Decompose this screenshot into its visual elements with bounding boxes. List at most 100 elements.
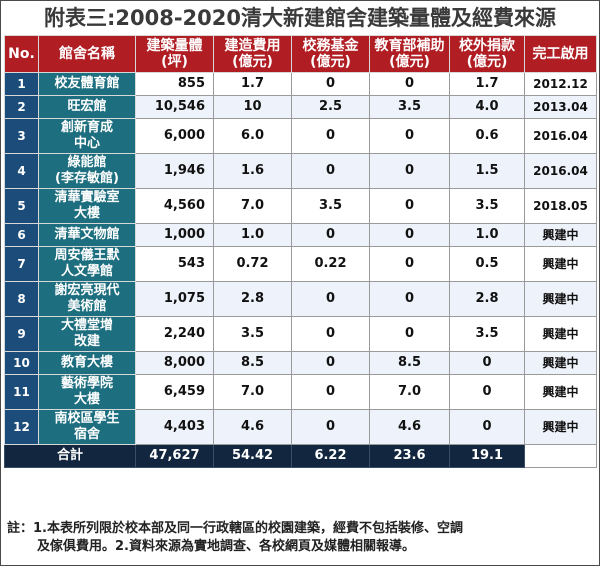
area-value: 1,946 — [135, 153, 214, 189]
area-value: 4,403 — [135, 409, 214, 445]
building-name-line: 宿舍 — [73, 427, 100, 442]
endowment-value: 3.5 — [291, 188, 370, 224]
building-name-line: 藝術學院 — [60, 376, 113, 391]
building-name-line: 大樓 — [73, 392, 100, 407]
donation-value: 0.6 — [449, 118, 525, 154]
completion-value: 興建中 — [524, 409, 597, 445]
header-no: No. — [4, 35, 39, 73]
total-row: 合計 47,627 54.42 6.22 23.6 19.1 — [4, 444, 597, 468]
building-name-line: 清華實驗室 — [54, 190, 120, 205]
endowment-value: 0 — [291, 316, 370, 352]
construction-value: 4.6 — [213, 409, 292, 445]
donation-value: 2.8 — [449, 281, 525, 317]
building-name: 綠能館 (李存敏館) — [38, 153, 136, 189]
donation-value: 0.5 — [449, 246, 525, 282]
header-construction-unit: (億元) — [232, 54, 273, 70]
table-row: 12 南校區學生 宿舍 4,403 4.6 0 4.6 0 興建中 — [4, 409, 597, 445]
table-row: 11 藝術學院 大樓 6,459 7.0 0 7.0 0 興建中 — [4, 374, 597, 410]
construction-value: 0.72 — [213, 246, 292, 282]
building-name-line: 綠能館 — [67, 155, 107, 170]
area-value: 6,000 — [135, 118, 214, 154]
header-row: No. 館舍名稱 建築量體 (坪) 建造費用 (億元) 校務基金 (億元) 教育… — [4, 35, 597, 73]
building-name-line: 旺宏館 — [67, 99, 107, 114]
endowment-value: 0.22 — [291, 246, 370, 282]
row-number: 10 — [4, 351, 39, 375]
building-name: 校友體育館 — [38, 72, 136, 96]
table-row: 4 綠能館 (李存敏館) 1,946 1.6 0 0 1.5 2016.04 — [4, 153, 597, 189]
building-name-line: 南校區學生 — [54, 411, 120, 426]
donation-value: 0 — [449, 351, 525, 375]
endowment-value: 0 — [291, 72, 370, 96]
building-name-line: 創新育成 — [60, 120, 113, 135]
construction-value: 6.0 — [213, 118, 292, 154]
completion-value: 興建中 — [524, 281, 597, 317]
row-number: 9 — [4, 316, 39, 352]
moe-value: 0 — [369, 246, 450, 282]
endowment-value: 0 — [291, 118, 370, 154]
moe-value: 4.6 — [369, 409, 450, 445]
header-donation-unit: (億元) — [466, 54, 508, 70]
total-label: 合計 — [4, 444, 136, 468]
table-row: 5 清華實驗室 大樓 4,560 7.0 3.5 0 3.5 2018.05 — [4, 188, 597, 224]
header-endowment: 校務基金 (億元) — [291, 35, 370, 73]
area-value: 4,560 — [135, 188, 214, 224]
footnote-line-2: 及傢俱費用。2.資料來源為實地調查、各校網頁及媒體相關報導。 — [37, 539, 415, 554]
building-name-line: 校友體育館 — [54, 76, 120, 91]
header-construction: 建造費用 (億元) — [213, 35, 292, 73]
building-name: 大禮堂增 改建 — [38, 316, 136, 352]
building-name-line: 大禮堂增 — [60, 318, 113, 333]
header-endowment-line: 校務基金 — [302, 38, 359, 54]
header-area-unit: (坪) — [161, 54, 188, 70]
building-name-line: 中心 — [73, 136, 100, 151]
endowment-value: 0 — [291, 281, 370, 317]
construction-value: 10 — [213, 95, 292, 119]
row-number: 7 — [4, 246, 39, 282]
building-name-line: 教育大樓 — [60, 355, 113, 370]
moe-value: 0 — [369, 72, 450, 96]
data-table: No. 館舍名稱 建築量體 (坪) 建造費用 (億元) 校務基金 (億元) 教育… — [4, 35, 597, 468]
area-value: 8,000 — [135, 351, 214, 375]
row-number: 12 — [4, 409, 39, 445]
donation-value: 1.7 — [449, 72, 525, 96]
endowment-value: 2.5 — [291, 95, 370, 119]
construction-value: 1.0 — [213, 223, 292, 247]
table-row: 10 教育大樓 8,000 8.5 0 8.5 0 興建中 — [4, 351, 597, 375]
donation-value: 1.5 — [449, 153, 525, 189]
building-name: 旺宏館 — [38, 95, 136, 119]
row-number: 1 — [4, 72, 39, 96]
construction-value: 1.6 — [213, 153, 292, 189]
construction-value: 7.0 — [213, 188, 292, 224]
completion-value: 2013.04 — [524, 95, 597, 119]
header-moe-unit: (億元) — [389, 54, 430, 70]
footnote: 註：1.本表所列限於校本部及同一行政轄區的校園建築，經費不包括裝修、空調 及傢俱… — [7, 520, 595, 556]
row-number: 4 — [4, 153, 39, 189]
building-name-line: (李存敏館) — [55, 171, 119, 186]
area-value: 6,459 — [135, 374, 214, 410]
completion-value: 2016.04 — [524, 118, 597, 154]
construction-value: 2.8 — [213, 281, 292, 317]
endowment-value: 0 — [291, 351, 370, 375]
table-row: 3 創新育成 中心 6,000 6.0 0 0 0.6 2016.04 — [4, 118, 597, 154]
building-name-line: 人文學館 — [60, 264, 113, 279]
building-name-line: 清華文物館 — [54, 227, 120, 242]
donation-value: 0 — [449, 374, 525, 410]
building-name-line: 謝宏亮現代 — [54, 283, 120, 298]
table-body: 1 校友體育館 855 1.7 0 0 1.7 2012.12 2 旺宏館 10,546 10 2.5 3… — [4, 72, 597, 445]
table-row: 6 清華文物館 1,000 1.0 0 0 1.0 興建中 — [4, 223, 597, 247]
building-name: 南校區學生 宿舍 — [38, 409, 136, 445]
building-name: 教育大樓 — [38, 351, 136, 375]
total-endowment: 6.22 — [291, 444, 370, 468]
endowment-value: 0 — [291, 153, 370, 189]
table-row: 7 周安儀王默 人文學館 543 0.72 0.22 0 0.5 興建中 — [4, 246, 597, 282]
row-number: 2 — [4, 95, 39, 119]
area-value: 1,075 — [135, 281, 214, 317]
moe-value: 3.5 — [369, 95, 450, 119]
table-row: 1 校友體育館 855 1.7 0 0 1.7 2012.12 — [4, 72, 597, 96]
header-endowment-unit: (億元) — [310, 54, 351, 70]
completion-value: 興建中 — [524, 374, 597, 410]
completion-value: 興建中 — [524, 316, 597, 352]
completion-value: 興建中 — [524, 223, 597, 247]
building-name-line: 改建 — [73, 334, 100, 349]
total-area: 47,627 — [135, 444, 214, 468]
